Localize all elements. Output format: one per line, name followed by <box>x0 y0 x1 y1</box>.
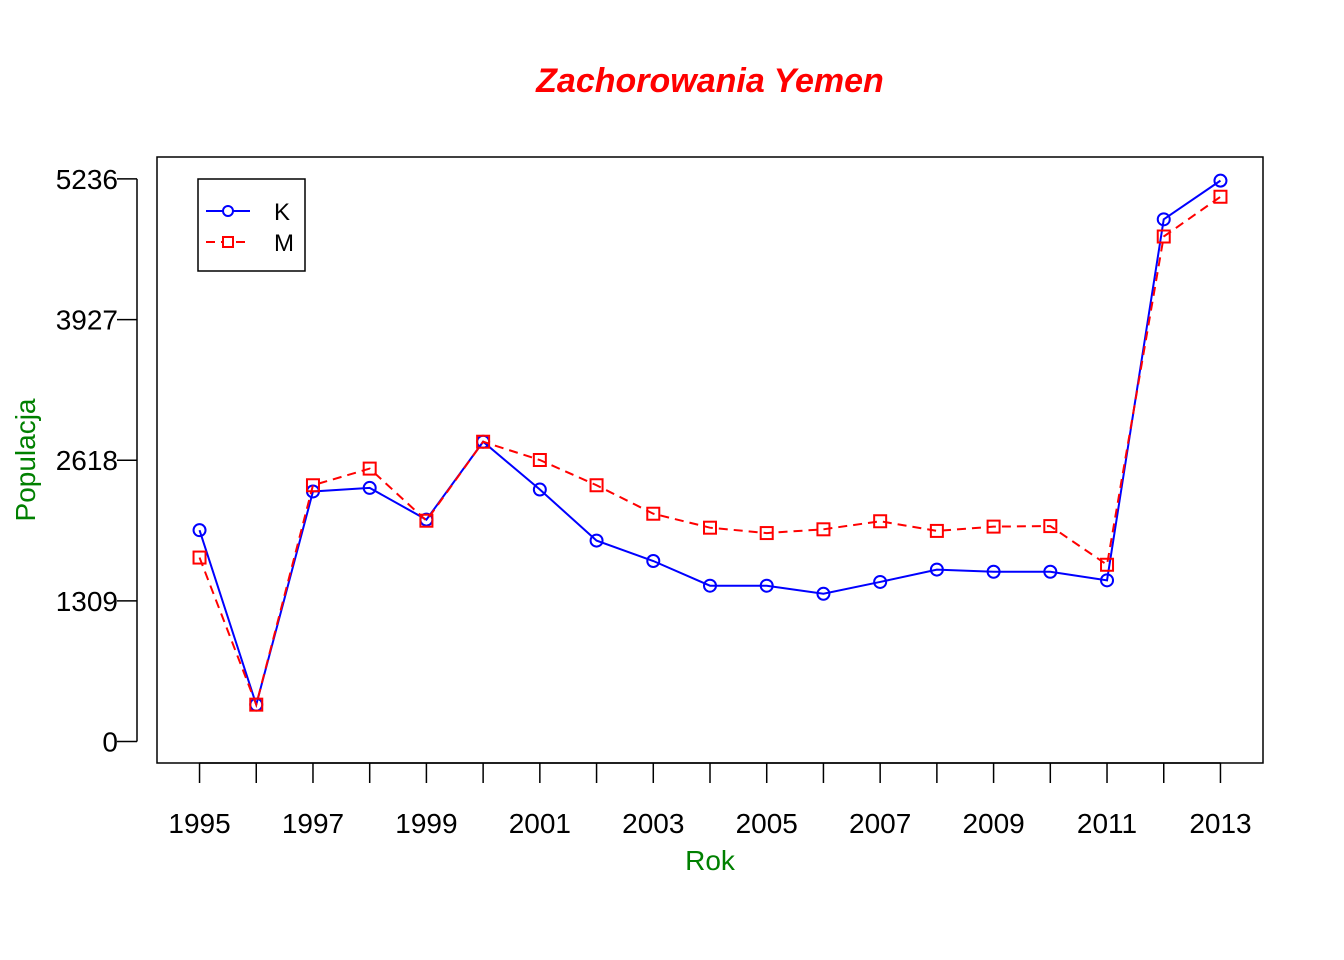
series-line-m <box>198 195 1222 708</box>
data-point-k <box>1213 173 1228 188</box>
data-point-k <box>816 586 831 601</box>
data-point-m <box>1156 229 1171 244</box>
data-point-m <box>1213 189 1228 204</box>
data-point-m <box>476 434 491 449</box>
data-point-k <box>362 480 377 495</box>
data-point-k <box>1100 573 1115 588</box>
data-point-k <box>873 574 888 589</box>
data-point-k <box>532 482 547 497</box>
data-point-m <box>589 478 604 493</box>
data-point-m <box>249 697 264 712</box>
x-tick-label: 1999 <box>395 808 457 839</box>
data-point-m <box>759 526 774 541</box>
data-point-k <box>759 578 774 593</box>
x-tick-label: 2003 <box>622 808 684 839</box>
legend-marker-k <box>222 205 234 217</box>
x-tick-label: 2009 <box>962 808 1024 839</box>
data-point-k <box>589 533 604 548</box>
y-tick-label: 2618 <box>56 445 118 476</box>
data-point-m <box>1100 557 1115 572</box>
legend: KM <box>197 178 306 272</box>
series-line-k <box>198 179 1222 709</box>
chart-title: Zachorowania Yemen <box>535 62 884 100</box>
x-tick-label: 2013 <box>1189 808 1251 839</box>
series-layer <box>192 173 1228 712</box>
x-tick-label: 2011 <box>1077 808 1137 839</box>
data-point-k <box>703 578 717 593</box>
data-point-m <box>873 514 888 529</box>
data-point-m <box>703 520 717 535</box>
plot-frame <box>156 156 1264 764</box>
legend-label-m: M <box>274 230 294 257</box>
data-point-k <box>192 523 207 538</box>
data-point-k <box>986 564 1001 579</box>
y-axis: 0 1309 2618 3927 5236 <box>56 164 138 758</box>
x-axis: 1995 1997 1999 2001 2003 2005 2007 2009 2011 2013 <box>168 762 1252 839</box>
data-point-m <box>305 478 320 493</box>
x-tick-label: 2005 <box>736 808 798 839</box>
x-axis-label: Rok <box>685 845 736 876</box>
legend-marker-m <box>222 236 234 248</box>
x-tick-label: 2001 <box>509 808 571 839</box>
data-point-m <box>816 522 831 537</box>
data-point-k <box>929 562 944 577</box>
data-point-m <box>1043 519 1058 534</box>
data-point-m <box>362 461 377 476</box>
legend-label-k: K <box>274 199 290 226</box>
legend-box <box>197 178 306 272</box>
data-point-m <box>532 453 547 467</box>
y-tick-label: 3927 <box>56 305 118 336</box>
y-axis-label: Populacja <box>10 398 41 521</box>
data-point-k <box>646 554 661 568</box>
y-tick-label: 1309 <box>56 586 118 617</box>
x-tick-label: 1995 <box>168 808 230 839</box>
data-point-k <box>1043 564 1058 579</box>
data-point-k <box>1156 212 1171 227</box>
data-point-m <box>646 506 661 521</box>
data-point-m <box>192 550 207 565</box>
data-point-m <box>986 519 1001 534</box>
x-tick-label: 1997 <box>282 808 344 839</box>
data-point-m <box>419 513 434 528</box>
y-tick-label: 0 <box>102 727 118 758</box>
data-point-m <box>929 523 944 538</box>
x-tick-label: 2007 <box>849 808 911 839</box>
y-tick-label: 5236 <box>56 164 118 195</box>
